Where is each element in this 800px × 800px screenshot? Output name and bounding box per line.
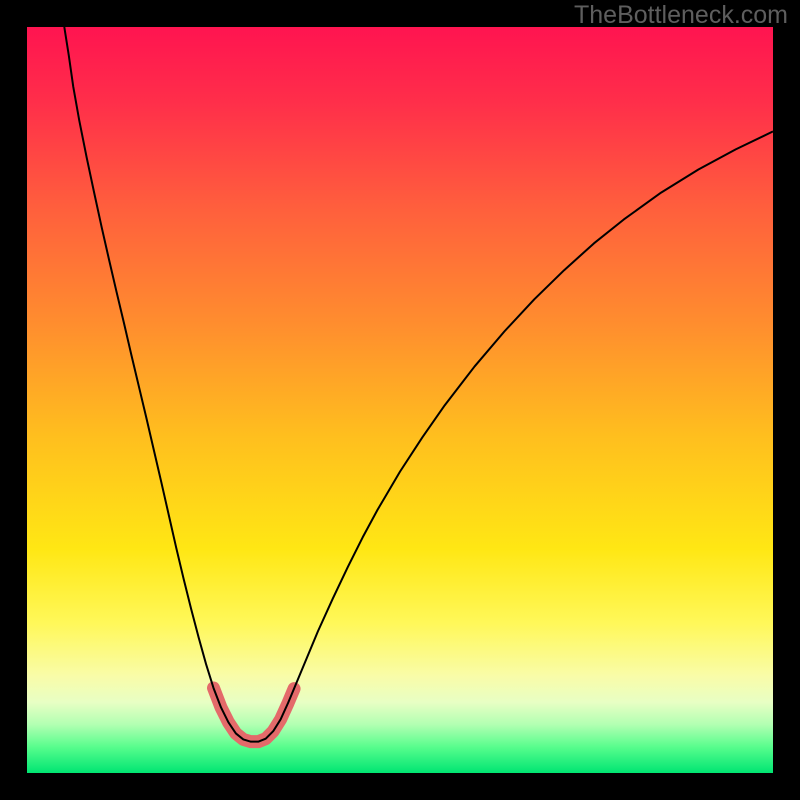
chart-plot-area	[27, 27, 773, 773]
chart-svg	[27, 27, 773, 773]
gradient-background	[27, 27, 773, 773]
watermark-text: TheBottleneck.com	[574, 1, 788, 30]
